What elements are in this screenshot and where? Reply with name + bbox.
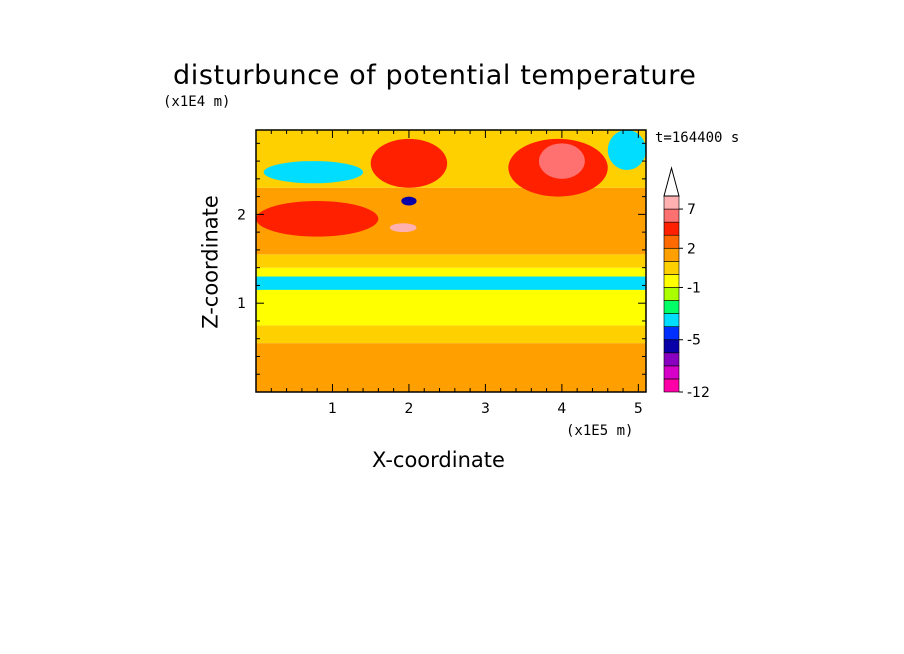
plot-area [256,130,646,392]
contour-band-0 [256,343,646,392]
contour-blob-14 [401,196,417,206]
colorbar-extend-arrow [663,166,680,197]
x-tick-label: 1 [328,401,337,417]
contour-blob-13 [389,223,417,233]
axes: 1 2 3 4 5 1 2 [237,129,647,417]
colorbar-segment [663,221,680,236]
contour-blob-9 [370,138,448,188]
colorbar-segment [663,313,680,327]
x-tick-label: 4 [557,401,566,417]
colorbar-segment [663,261,680,275]
colorbar-segment [663,195,680,210]
colorbar-segment [663,365,680,380]
colorbar-segment [663,247,680,262]
x-tick-label: 5 [634,401,643,417]
plot-frame [255,129,647,393]
colorbar-segment [663,208,680,223]
contour-band-1 [256,325,646,344]
time-stamp: t=164400 s [655,130,740,146]
colorbar-label: 2 [687,241,696,257]
y-tick-label: 2 [237,207,246,223]
x-axis-unit: (x1E5 m) [566,423,634,439]
contour-band-2 [256,267,646,326]
colorbar: -12-5-127 [663,166,710,401]
colorbar-label: -1 [687,280,701,296]
contour-band-12 [256,276,646,290]
y-axis-unit: (x1E4 m) [163,94,231,110]
contour-band-3 [256,254,646,268]
colorbar-segment [663,378,680,393]
colorbar-segment [663,274,680,288]
colorbar-label: -5 [687,333,701,349]
x-tick-label: 2 [404,401,413,417]
colorbar-segment [663,234,680,249]
contour-blob-10 [263,161,364,184]
x-tick-label: 3 [481,401,490,417]
colorbar-label: -12 [687,385,710,401]
contour-blob-6 [256,201,379,237]
colorbar-segment [663,339,680,354]
contour-blob-8 [538,143,585,179]
contour-blob-11 [607,130,646,170]
colorbar-label: 7 [687,202,696,218]
x-axis-label: X-coordinate [372,448,505,472]
colorbar-segment [663,326,680,341]
colorbar-segment [663,352,680,367]
colorbar-segment [663,300,680,314]
chart-title: disturbunce of potential temperature [173,60,697,91]
colorbar-segment [663,287,680,301]
y-tick-label: 1 [237,296,246,312]
